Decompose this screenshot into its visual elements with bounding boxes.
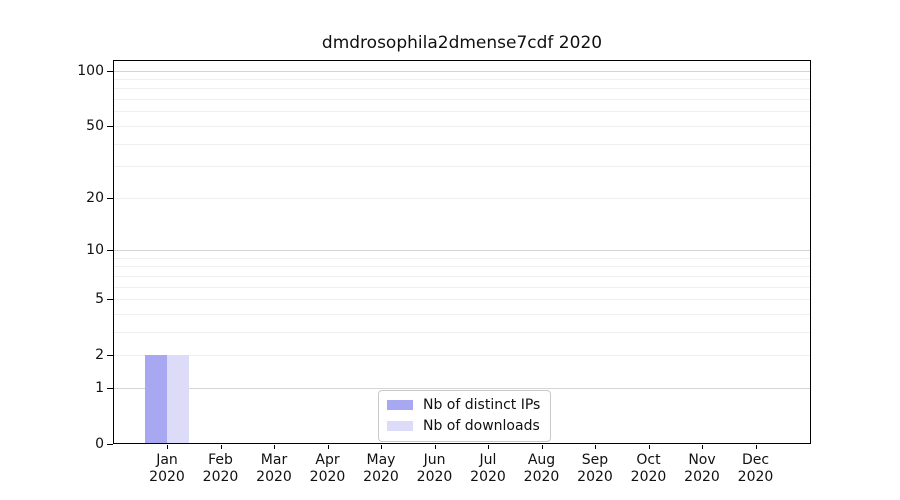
x-tick-year: 2020 [684, 469, 720, 485]
y-tick-label: 10 [86, 242, 104, 258]
x-tick-month: Dec [741, 452, 770, 468]
chart-title: dmdrosophila2dmense7cdf 2020 [321, 33, 603, 53]
x-tick-label: Jul 2020 [456, 452, 520, 486]
gridline-minor [114, 125, 810, 127]
legend: Nb of distinct IPs Nb of downloads [378, 390, 552, 442]
y-tick [107, 125, 113, 127]
legend-item: Nb of downloads [387, 417, 540, 435]
y-tick-label: 100 [77, 62, 104, 79]
x-tick-month: Feb [208, 452, 233, 468]
gridline-minor [114, 99, 810, 101]
x-tick-label: Jun 2020 [403, 452, 467, 486]
x-tick-year: 2020 [737, 469, 774, 485]
gridline-minor [114, 79, 810, 80]
x-tick-year: 2020 [309, 469, 346, 485]
y-tick [107, 355, 113, 357]
x-tick [595, 445, 596, 449]
x-tick-month: Jun [423, 452, 446, 468]
x-tick-label: Dec 2020 [724, 452, 788, 486]
x-tick-label: Feb 2020 [189, 452, 253, 486]
y-tick-label: 1 [95, 379, 104, 396]
x-tick-month: Nov [688, 452, 716, 468]
legend-swatch [387, 421, 413, 431]
y-tick [107, 250, 113, 251]
x-tick-label: Nov 2020 [670, 452, 734, 486]
y-tick-label: 0 [95, 436, 104, 452]
x-tick [648, 445, 650, 449]
x-tick-label: Apr 2020 [296, 452, 360, 486]
legend-label: Nb of distinct IPs [423, 397, 541, 413]
y-tick-label: 20 [86, 189, 104, 206]
legend-label: Nb of downloads [423, 418, 540, 434]
x-tick-label: Oct 2020 [617, 452, 681, 486]
legend-item: Nb of distinct IPs [387, 396, 540, 414]
y-tick [107, 197, 113, 199]
gridline-minor [114, 331, 810, 333]
gridline-minor [114, 197, 810, 199]
gridline-minor [114, 266, 810, 268]
gridline-major [114, 250, 810, 251]
gridline-major [114, 387, 810, 389]
x-tick-month: Mar [260, 452, 288, 468]
x-tick [755, 445, 757, 449]
legend-swatch [387, 400, 413, 410]
y-tick [107, 387, 113, 389]
x-tick-label: Mar 2020 [242, 452, 306, 486]
gridline-minor [114, 355, 810, 357]
x-tick-year: 2020 [416, 469, 453, 485]
x-tick-month: Jul [479, 452, 497, 468]
y-tick-label: 2 [95, 347, 104, 364]
bar-nb-of-distinct-ips [145, 355, 167, 444]
gridline-minor [114, 257, 810, 259]
x-tick [488, 445, 489, 449]
x-tick-month: Jan [156, 452, 178, 468]
x-tick-year: 2020 [523, 469, 560, 485]
x-tick-month: May [366, 452, 396, 468]
y-tick-label: 50 [86, 117, 104, 134]
gridline-minor [114, 286, 810, 288]
gridline-minor [114, 299, 810, 300]
y-tick [107, 70, 113, 72]
x-tick-month: Oct [636, 452, 661, 468]
x-tick-year: 2020 [577, 469, 613, 485]
y-tick-label: 5 [95, 291, 104, 307]
plot-area [113, 60, 811, 444]
x-tick-month: Sep [581, 452, 609, 468]
x-tick-year: 2020 [363, 469, 399, 485]
gridline-minor [114, 111, 810, 113]
gridline-minor [114, 166, 810, 168]
x-tick [327, 445, 329, 449]
gridline-major [114, 70, 810, 72]
x-tick [167, 445, 168, 449]
x-tick-month: Apr [315, 452, 340, 468]
x-tick [434, 445, 436, 449]
x-tick [381, 445, 382, 449]
x-tick [702, 445, 703, 449]
x-tick-label: Jan 2020 [135, 452, 199, 486]
gridline-minor [114, 313, 810, 315]
x-tick-label: Sep 2020 [563, 452, 627, 486]
gridline-minor [114, 275, 810, 277]
x-tick [541, 445, 543, 449]
x-tick [220, 445, 222, 449]
y-tick [107, 444, 113, 445]
x-tick-year: 2020 [202, 469, 239, 485]
x-tick-year: 2020 [630, 469, 667, 485]
bar-nb-of-downloads [167, 355, 189, 444]
x-tick [274, 445, 275, 449]
x-tick-label: May 2020 [349, 452, 413, 486]
x-tick-month: Aug [527, 452, 556, 468]
x-tick-year: 2020 [149, 469, 185, 485]
gridline-minor [114, 143, 810, 145]
gridline-minor [114, 88, 810, 90]
y-tick [107, 299, 113, 300]
x-tick-year: 2020 [470, 469, 506, 485]
x-tick-year: 2020 [256, 469, 292, 485]
x-tick-label: Aug 2020 [510, 452, 574, 486]
